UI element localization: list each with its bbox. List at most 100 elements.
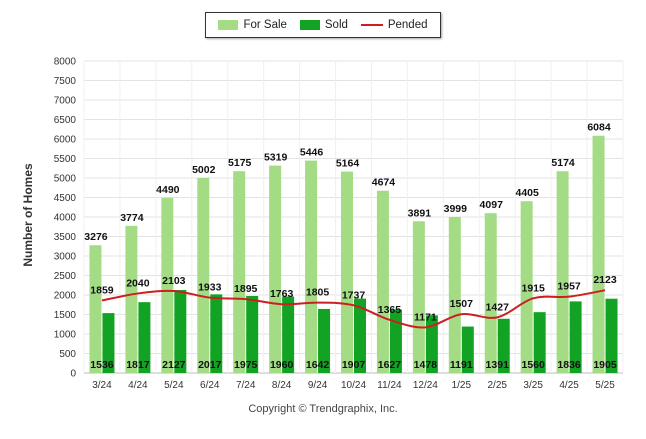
x-tick-label: 8/24 — [272, 380, 292, 391]
sold-bar — [605, 298, 618, 373]
x-tick-label: 9/24 — [308, 380, 328, 391]
pended-data-label: 1171 — [414, 311, 437, 323]
legend-item-pended: Pended — [360, 19, 428, 31]
sold-bar — [569, 301, 582, 373]
pended-line-icon — [360, 24, 383, 26]
for-sale-data-label: 5446 — [300, 147, 324, 159]
for-sale-bar — [520, 201, 533, 373]
sold-bar — [354, 298, 366, 373]
y-tick-label: 4500 — [54, 193, 77, 204]
y-axis-label: Number of Homes — [21, 163, 35, 267]
sold-bar — [389, 309, 402, 373]
sold-data-label: 1478 — [414, 359, 438, 371]
sold-bar — [174, 290, 187, 373]
x-tick-label: 10/24 — [341, 380, 366, 391]
for-sale-bar — [448, 217, 461, 373]
x-tick-label: 6/24 — [200, 380, 220, 391]
for-sale-bar — [89, 245, 102, 373]
x-tick-label: 4/25 — [559, 380, 579, 391]
for-sale-swatch-icon — [218, 20, 239, 30]
sold-data-label: 1817 — [126, 359, 150, 371]
sold-data-label: 1975 — [234, 359, 258, 371]
y-tick-label: 3500 — [54, 232, 77, 243]
x-tick-label: 1/25 — [452, 380, 472, 391]
sold-bar — [461, 326, 474, 373]
legend-label-for-sale: For Sale — [243, 19, 287, 31]
y-tick-label: 3000 — [54, 252, 77, 263]
for-sale-data-label: 5175 — [228, 157, 252, 169]
x-tick-label: 5/24 — [164, 380, 184, 391]
sold-bar — [497, 318, 510, 373]
for-sale-bar — [376, 190, 389, 373]
y-tick-label: 8000 — [54, 57, 77, 68]
y-tick-label: 500 — [59, 349, 76, 360]
sold-data-label: 2017 — [198, 359, 222, 371]
legend-item-for-sale: For Sale — [218, 19, 287, 31]
y-tick-label: 5500 — [54, 154, 77, 165]
pended-data-label: 1957 — [557, 281, 581, 293]
pended-data-label: 1507 — [450, 298, 474, 310]
for-sale-bar — [269, 165, 282, 373]
for-sale-data-label: 3891 — [408, 207, 432, 219]
y-tick-label: 1000 — [54, 330, 77, 341]
x-tick-label: 12/24 — [413, 380, 438, 391]
x-tick-label: 11/24 — [377, 380, 402, 391]
y-tick-label: 7000 — [54, 96, 77, 107]
pended-data-label: 1365 — [378, 304, 402, 316]
y-tick-label: 1500 — [54, 310, 77, 321]
legend-label-pended: Pended — [387, 19, 428, 31]
y-tick-label: 5000 — [54, 174, 77, 185]
for-sale-data-label: 3774 — [120, 212, 144, 224]
legend: For Sale Sold Pended — [205, 12, 441, 38]
x-tick-label: 5/25 — [595, 380, 615, 391]
y-tick-label: 7500 — [54, 76, 77, 87]
for-sale-bar — [161, 197, 174, 373]
for-sale-data-label: 5174 — [551, 157, 575, 169]
for-sale-data-label: 4674 — [372, 177, 396, 189]
for-sale-data-label: 3276 — [84, 231, 108, 243]
sold-data-label: 1560 — [521, 359, 545, 371]
copyright-text: Copyright © Trendgraphix, Inc. — [248, 403, 398, 415]
sold-bar — [210, 294, 223, 373]
sold-bar — [318, 308, 331, 373]
pended-data-label: 1763 — [270, 288, 294, 300]
pended-line — [101, 289, 606, 329]
for-sale-data-label: 4405 — [515, 187, 539, 199]
sold-bar — [425, 315, 438, 373]
sold-bar — [246, 295, 259, 373]
sold-data-label: 1536 — [90, 359, 114, 371]
x-tick-label: 3/24 — [92, 380, 112, 391]
sold-bar — [282, 296, 295, 373]
sold-data-label: 1836 — [557, 359, 581, 371]
x-tick-label: 3/25 — [523, 380, 543, 391]
pended-data-label: 1895 — [234, 283, 258, 295]
sold-data-label: 1391 — [486, 359, 510, 371]
pended-data-label: 1859 — [90, 284, 114, 296]
sold-data-label: 1191 — [450, 359, 473, 371]
legend-item-sold: Sold — [299, 19, 348, 31]
for-sale-bar — [233, 171, 246, 373]
x-tick-label: 2/25 — [487, 380, 507, 391]
for-sale-data-label: 5002 — [192, 164, 216, 176]
for-sale-bar — [556, 171, 569, 373]
sold-swatch-icon — [299, 20, 320, 30]
sold-data-label: 1642 — [306, 359, 330, 371]
x-tick-label: 7/24 — [236, 380, 256, 391]
for-sale-data-label: 4490 — [156, 184, 180, 196]
sold-data-label: 1907 — [342, 359, 366, 371]
sold-bar — [102, 313, 115, 373]
pended-data-label: 2123 — [593, 274, 617, 286]
y-tick-label: 0 — [70, 369, 76, 380]
for-sale-bar — [592, 135, 605, 373]
y-tick-label: 6500 — [54, 115, 77, 126]
legend-label-sold: Sold — [324, 19, 348, 31]
for-sale-bar — [305, 160, 318, 373]
sold-data-label: 1905 — [593, 359, 617, 371]
sold-data-label: 1960 — [270, 359, 294, 371]
for-sale-data-label: 4097 — [480, 199, 504, 211]
for-sale-data-label: 6084 — [587, 122, 611, 134]
for-sale-bar — [197, 177, 210, 373]
pended-data-label: 2103 — [162, 275, 186, 287]
for-sale-data-label: 3999 — [444, 203, 468, 215]
